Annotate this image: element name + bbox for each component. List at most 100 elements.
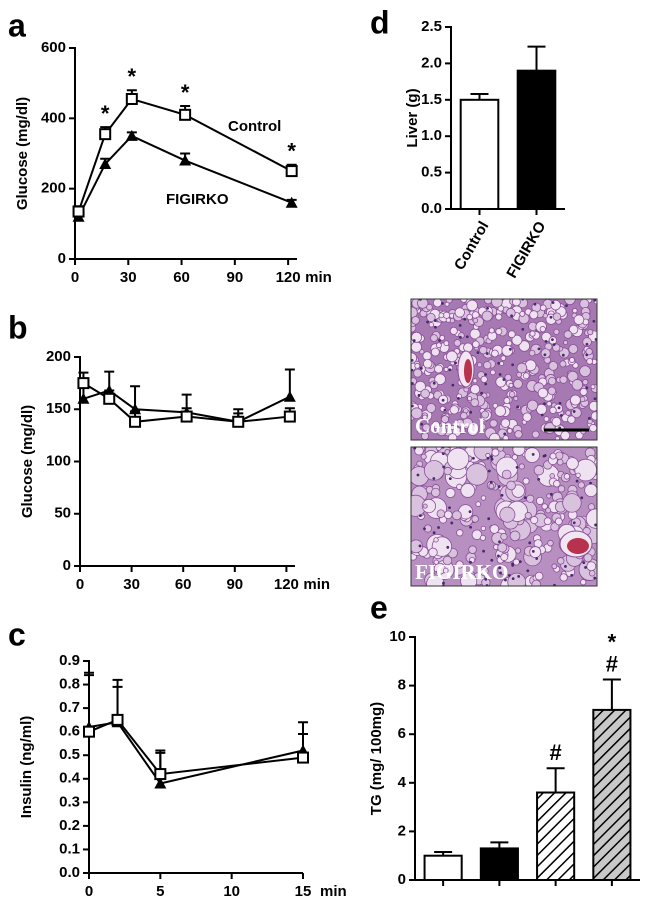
nucleus	[528, 541, 532, 545]
cell	[465, 463, 489, 486]
cell	[589, 424, 597, 433]
nucleus	[471, 456, 475, 460]
cell	[557, 557, 565, 565]
nucleus	[451, 383, 455, 387]
nucleus	[476, 351, 480, 354]
nucleus	[560, 414, 563, 417]
marker-triangle	[285, 196, 298, 208]
cell	[453, 339, 462, 347]
nucleus	[537, 477, 541, 481]
vessel-blood	[567, 538, 589, 554]
cell	[559, 375, 568, 384]
cell	[500, 532, 508, 541]
cell	[534, 571, 544, 581]
y-tick-label: 50	[54, 505, 71, 522]
cell	[488, 432, 501, 440]
cell	[479, 566, 489, 576]
cell	[547, 386, 557, 396]
x-tick-label: 30	[120, 269, 137, 286]
cell	[553, 480, 561, 488]
nucleus	[497, 361, 501, 365]
y-tick-label: 1.5	[421, 91, 442, 108]
cell	[504, 373, 512, 382]
y-tick-label: 0.5	[421, 164, 442, 181]
cell	[445, 487, 456, 499]
nucleus	[454, 361, 457, 365]
marker-square	[179, 108, 192, 121]
nucleus	[420, 422, 424, 426]
cell	[480, 495, 487, 501]
nucleus	[575, 479, 579, 483]
cell	[533, 465, 545, 476]
nucleus	[553, 583, 556, 586]
cell	[468, 545, 477, 554]
y-tick-label: 0.6	[59, 723, 80, 740]
x-tick-label: 120	[276, 269, 301, 286]
nucleus	[526, 569, 530, 573]
y-tick-label: 0.2	[59, 817, 80, 834]
cell	[562, 493, 582, 513]
nucleus	[487, 469, 491, 473]
y-axis-label: Liver (g)	[404, 88, 421, 147]
nucleus	[469, 410, 473, 414]
cell	[417, 428, 424, 435]
image-frame	[410, 298, 598, 441]
y-tick-label: 600	[41, 39, 66, 56]
annotation: #	[550, 740, 562, 765]
nucleus	[551, 338, 554, 342]
cell	[432, 299, 443, 308]
annotation: *	[101, 101, 110, 126]
cell	[519, 310, 526, 317]
cell	[542, 313, 548, 319]
cell	[575, 472, 581, 478]
cell	[423, 460, 445, 481]
cell	[460, 483, 476, 498]
cell	[466, 313, 473, 321]
nucleus	[523, 496, 527, 500]
nucleus	[416, 473, 420, 477]
y-tick-label: 100	[46, 452, 71, 469]
cell	[455, 418, 465, 428]
cell	[430, 347, 440, 357]
cell	[442, 567, 449, 574]
cell	[441, 415, 449, 424]
nucleus	[531, 550, 535, 553]
x-tick-label: 15	[295, 883, 312, 900]
annotation: *	[128, 64, 137, 89]
cell	[472, 340, 480, 349]
marker-triangle	[283, 390, 296, 402]
cell	[475, 501, 482, 507]
series-line	[88, 721, 304, 785]
cell	[435, 447, 442, 451]
histology-image	[411, 299, 597, 440]
cell	[583, 553, 593, 563]
panel-letter: d	[370, 4, 390, 40]
cell	[590, 384, 596, 390]
cell	[488, 327, 495, 334]
nucleus	[561, 353, 565, 357]
nucleus	[441, 301, 444, 305]
y-tick-label: 0	[58, 250, 66, 267]
nucleus	[543, 353, 547, 357]
bar	[536, 791, 576, 882]
y-tick-label: 1.0	[421, 127, 442, 144]
cell	[480, 525, 486, 532]
cell	[506, 480, 516, 491]
cell	[499, 506, 516, 523]
x-axis-label: min	[320, 883, 347, 900]
cell	[443, 366, 449, 372]
cell	[497, 542, 508, 553]
cell	[587, 329, 594, 336]
nucleus	[436, 571, 440, 575]
nucleus	[465, 335, 469, 339]
nucleus	[592, 319, 596, 323]
cell	[449, 326, 458, 335]
cell	[472, 317, 479, 324]
annotation: *	[608, 629, 617, 654]
x-tick-label: 90	[226, 269, 243, 286]
cell	[513, 396, 519, 402]
cell	[588, 400, 597, 412]
cell	[428, 322, 435, 328]
x-tick-label: 120	[274, 576, 299, 593]
nucleus	[593, 397, 597, 401]
